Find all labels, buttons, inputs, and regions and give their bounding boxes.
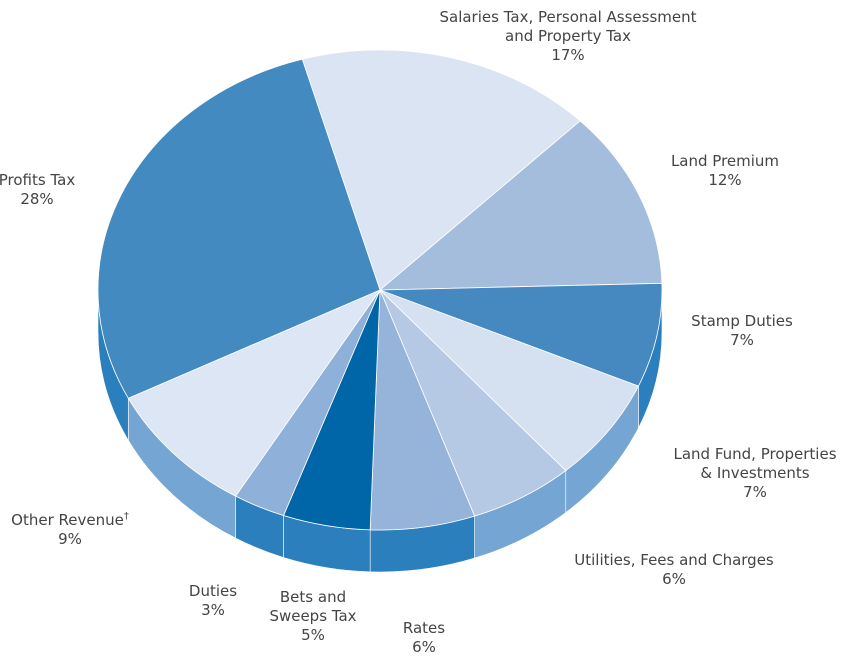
slice-label-name: and Property Tax [505,27,631,45]
slice-label-value: 3% [201,601,225,619]
slice-label-name: Land Premium [671,152,779,170]
pie-slice [127,289,382,497]
slice-label-value: 28% [20,190,53,208]
slice-label-value: 17% [551,46,584,64]
slice-label-name: Salaries Tax, Personal Assessment [439,8,696,26]
slice-label-value: 5% [301,626,325,644]
slice-label-name: Bets and [280,588,346,606]
slice-label-name: Utilities, Fees and Charges [574,551,774,569]
slice-label-value: 9% [58,530,82,548]
slice-label-name: Duties [189,582,237,600]
slice-label-name: Sweeps Tax [269,607,356,625]
slice-label-name: & Investments [700,464,809,482]
slice-label: Other Revenue†9% [11,511,129,548]
pie-slice [379,282,663,387]
slice-label-value: 6% [662,570,686,588]
pie-tops [97,49,663,531]
pie-slice [379,289,639,472]
pie-slice [378,120,663,291]
pie-slice [97,58,381,399]
slice-label-name: Other Revenue† [11,511,129,529]
slice-label-name: Rates [403,619,445,637]
slice-label-value: 7% [730,331,754,349]
slice-label-value: 12% [708,171,741,189]
slice-label-value: 7% [743,483,767,501]
slice-label-name: Stamp Duties [691,312,793,330]
pie-slice [301,49,581,291]
slice-label-name: Profits Tax [0,171,75,189]
slice-label-name: Land Fund, Properties [673,445,836,463]
slice-label-value: 6% [412,638,436,656]
